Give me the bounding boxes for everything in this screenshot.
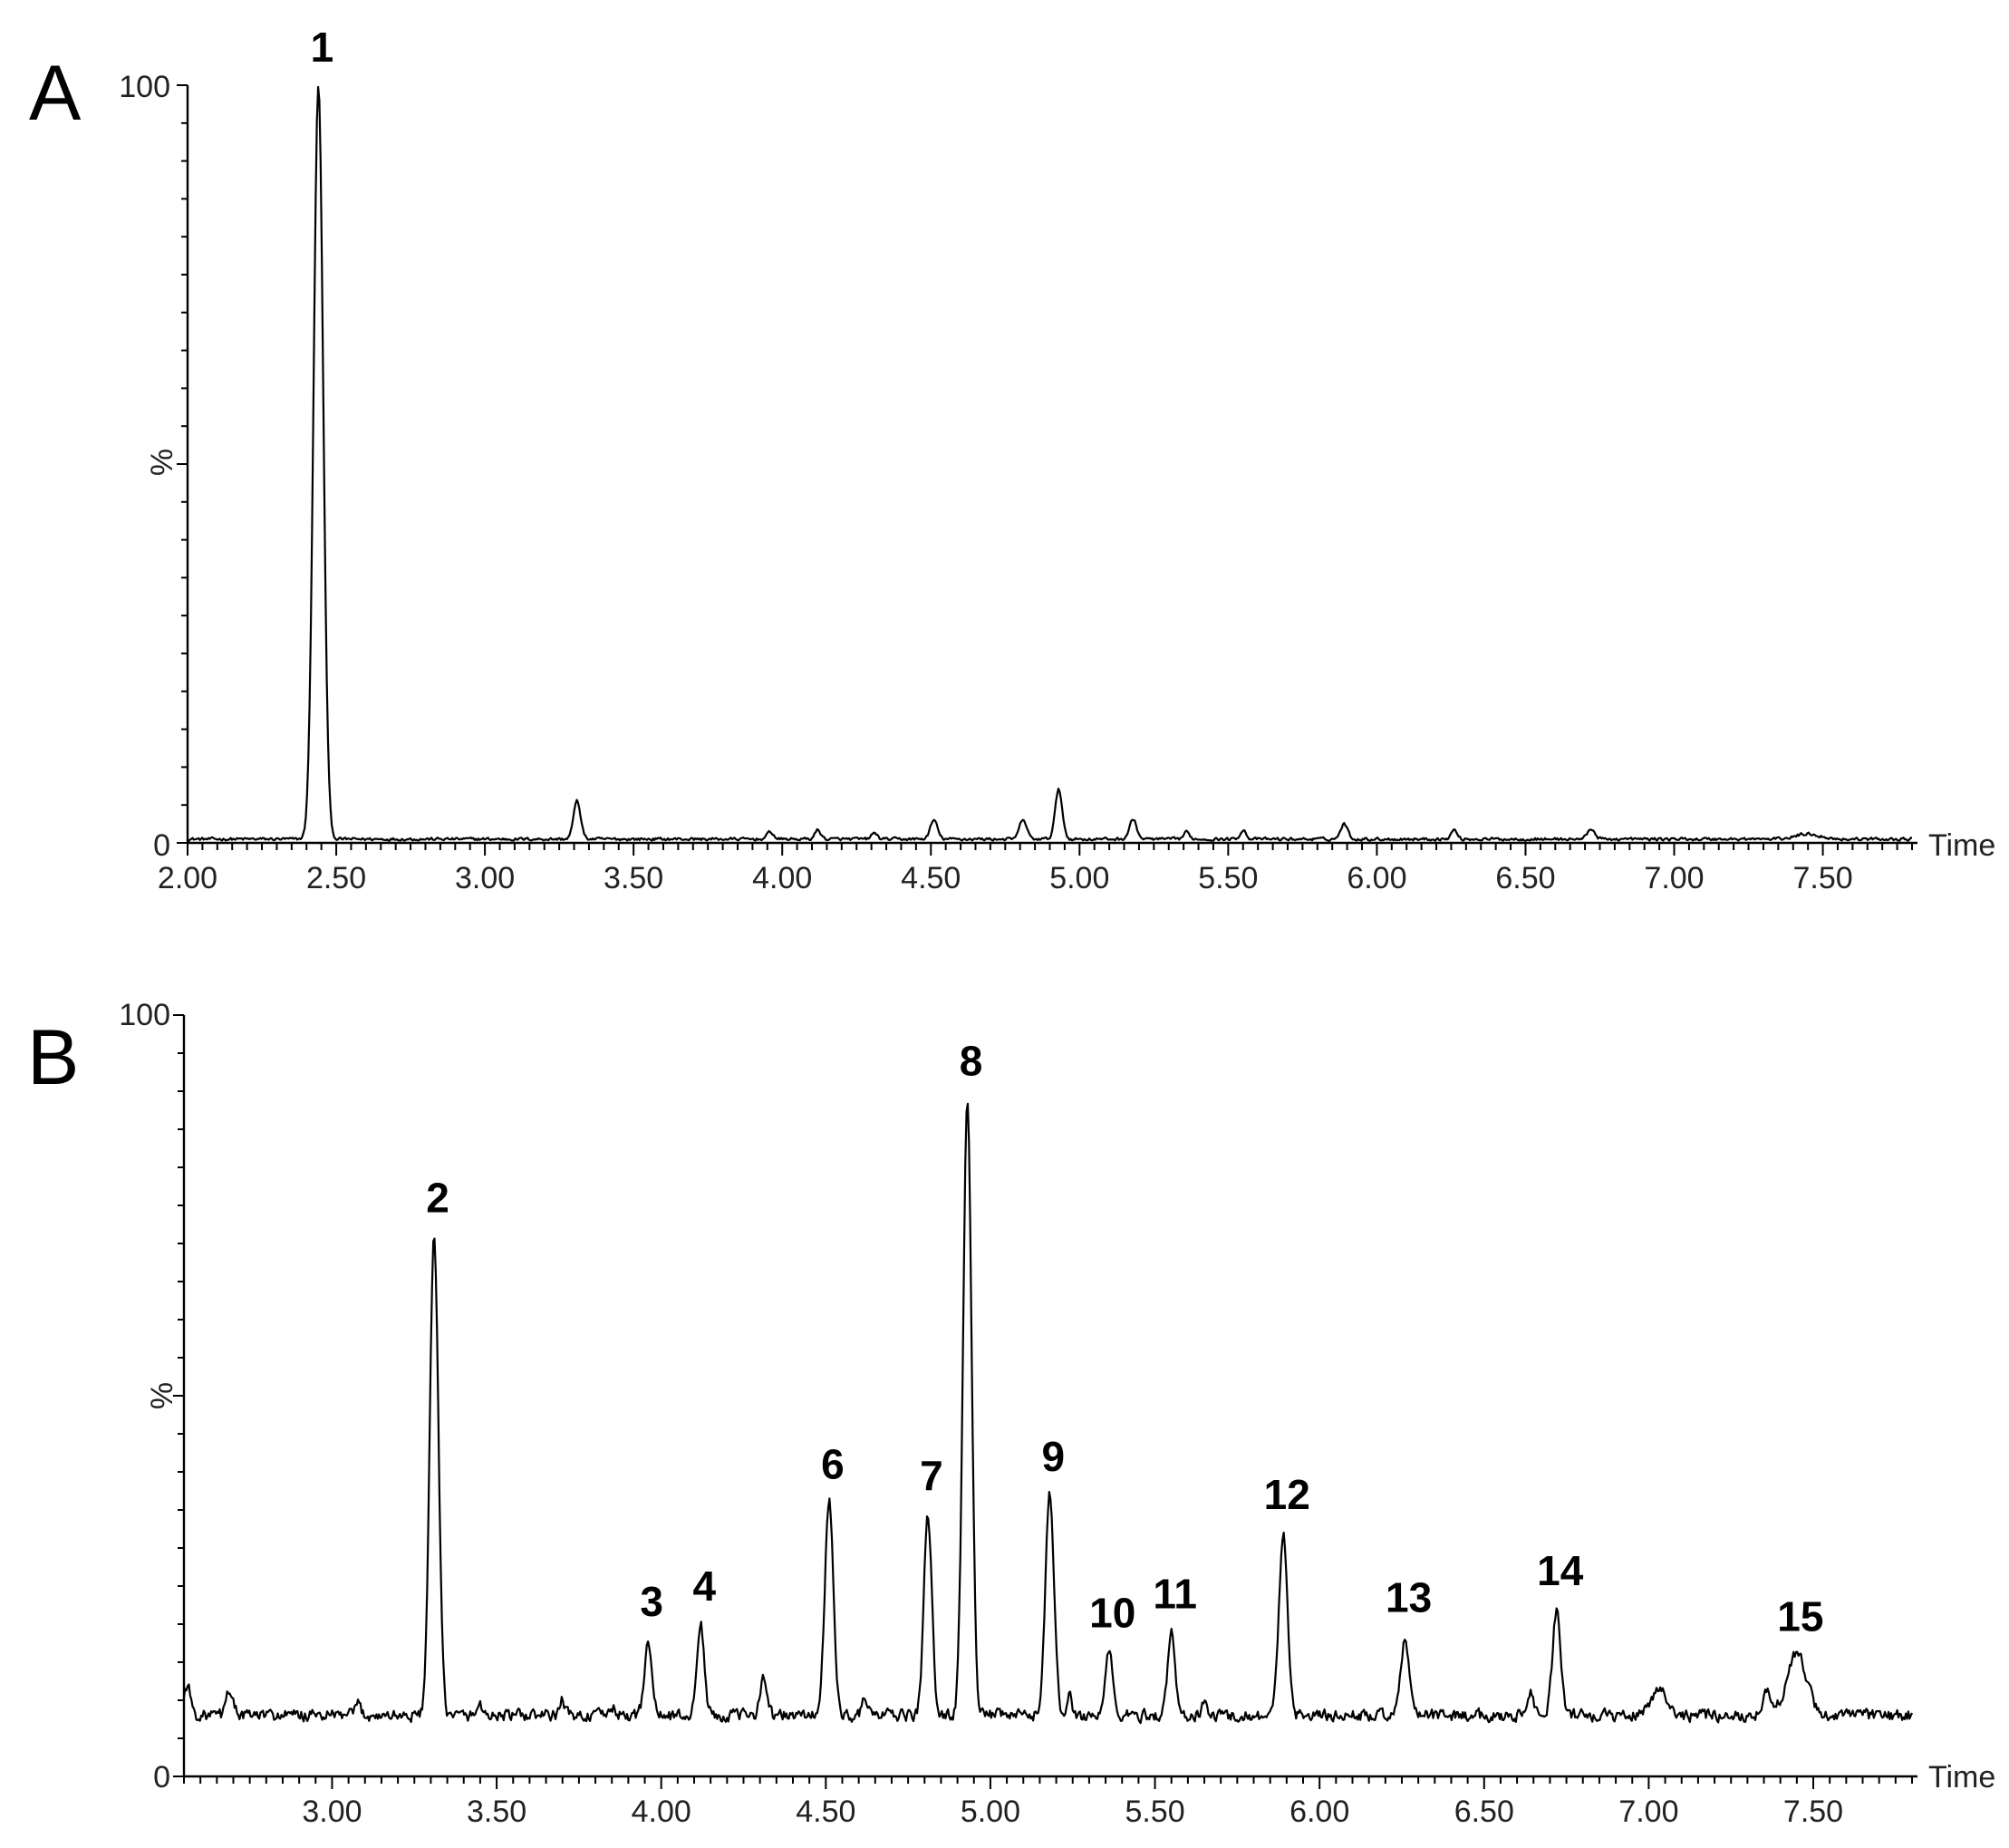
panel-b-trace-line xyxy=(182,1102,1913,1725)
panel-a-y-tick-max: 100 xyxy=(119,70,170,104)
panel-a-x-tick-label: 6.50 xyxy=(1495,861,1555,895)
panel-a-x-tick-label: 5.00 xyxy=(1049,861,1109,895)
panel-b-x-tick-label: 6.50 xyxy=(1454,1795,1514,1829)
panel-b-peak-label-12: 12 xyxy=(1264,1471,1310,1518)
panel-b-x-tick-label: 4.00 xyxy=(632,1795,691,1829)
panel-b-y-tick-max: 100 xyxy=(119,998,170,1032)
panel-b-y-tick-zero: 0 xyxy=(153,1760,170,1795)
panel-a-x-tick-label: 4.50 xyxy=(901,861,961,895)
panel-b-peak-label-9: 9 xyxy=(1042,1433,1066,1480)
panel-b-peak-label-7: 7 xyxy=(920,1452,943,1499)
panel-a-y-tick-zero: 0 xyxy=(153,828,170,863)
panel-a-x-tick-label: 5.50 xyxy=(1198,861,1258,895)
panel-b-x-tick-label: 5.50 xyxy=(1125,1795,1184,1829)
panel-b-peak-label-3: 3 xyxy=(640,1578,663,1625)
panel-a-x-tick-label: 2.50 xyxy=(306,861,366,895)
panel-a-x-tick-label: 4.00 xyxy=(752,861,812,895)
panel-a-trace-line xyxy=(187,85,1913,842)
panel-b-x-tick-label: 5.00 xyxy=(961,1795,1020,1829)
panel-a-x-axis-label: Time xyxy=(1928,828,1995,863)
panel-b-x-tick-label: 3.00 xyxy=(302,1795,362,1829)
panel-a-peak-label-1: 1 xyxy=(311,24,334,71)
panel-a-chart: A 100 0 % Time 2.00 2.50 3.00 3.50 4.00 4.50 5… xyxy=(29,24,1995,895)
panel-b-peak-label-8: 8 xyxy=(960,1037,983,1084)
panel-b-x-tick-label: 3.50 xyxy=(467,1795,526,1829)
panel-b-x-tick-label: 7.00 xyxy=(1618,1795,1678,1829)
panel-a-x-tick-label: 7.50 xyxy=(1792,861,1852,895)
panel-b-letter: B xyxy=(27,1014,79,1101)
panel-a-letter: A xyxy=(29,50,82,137)
panel-a-x-tick-label: 6.00 xyxy=(1347,861,1406,895)
panel-b-x-tick-label: 4.50 xyxy=(796,1795,855,1829)
panel-a-x-tick-label: 3.00 xyxy=(455,861,515,895)
panel-b-peak-label-14: 14 xyxy=(1537,1547,1584,1594)
panel-a-x-tick-label: 3.50 xyxy=(604,861,663,895)
panel-b-peak-label-13: 13 xyxy=(1386,1574,1432,1621)
panel-b-peak-label-2: 2 xyxy=(426,1175,449,1222)
panel-b-x-tick-label: 6.00 xyxy=(1289,1795,1349,1829)
panel-b-chart: B 100 0 % Time 3.00 3.50 4.00 4.50 5.00 5.50 6… xyxy=(27,998,1995,1829)
panel-a-x-tick-label: 2.00 xyxy=(158,861,217,895)
panel-a-y-axis-label: % xyxy=(145,449,179,476)
panel-b-x-tick-label: 7.50 xyxy=(1783,1795,1843,1829)
panel-b-x-axis-label: Time xyxy=(1928,1760,1995,1795)
panel-b-peak-label-4: 4 xyxy=(692,1563,716,1610)
panel-b-peak-label-10: 10 xyxy=(1089,1589,1135,1636)
panel-b-peak-label-15: 15 xyxy=(1777,1593,1823,1640)
panel-a-x-tick-label: 7.00 xyxy=(1644,861,1704,895)
panel-b-peak-label-11: 11 xyxy=(1153,1570,1197,1617)
panel-b-peak-label-6: 6 xyxy=(821,1441,845,1488)
